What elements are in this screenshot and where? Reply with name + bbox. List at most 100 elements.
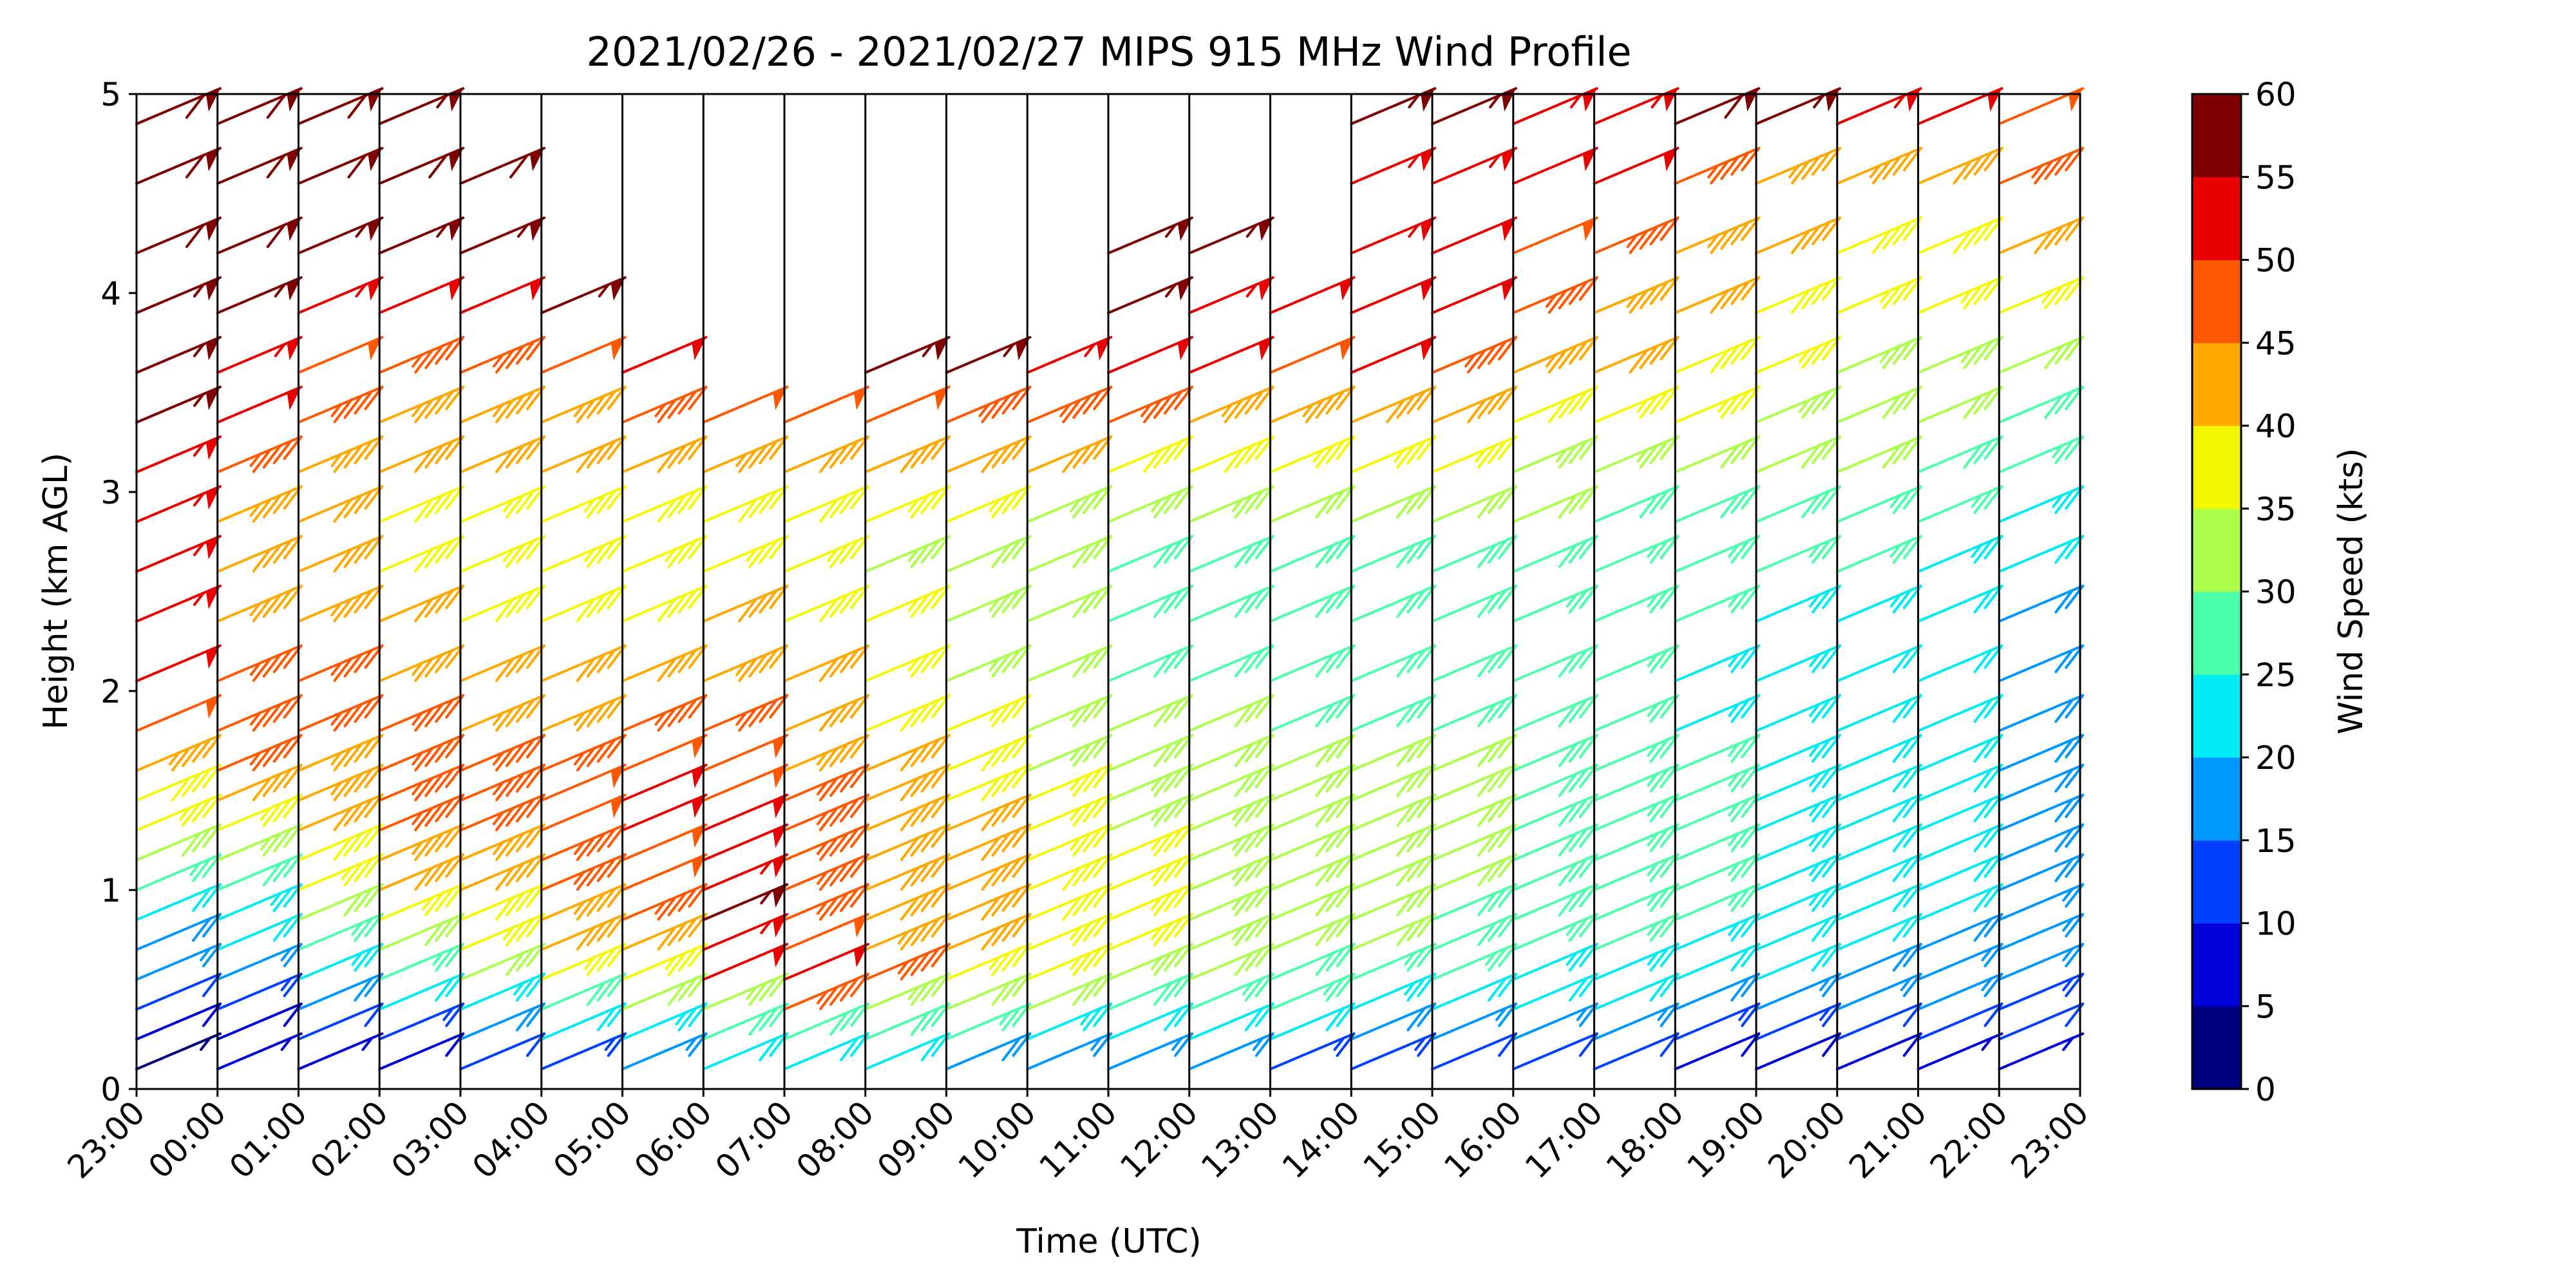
wind-barb (540, 1002, 627, 1041)
wind-barb (135, 147, 222, 185)
wind-barb (378, 694, 465, 732)
wind-barb (540, 276, 627, 314)
colorbar-tick-label: 25 (2255, 656, 2297, 694)
wind-profile-column (945, 336, 1032, 1071)
wind-barb (1998, 913, 2085, 951)
wind-barb (783, 385, 869, 424)
wind-barb (1188, 336, 1274, 374)
wind-profile-column (1755, 87, 1841, 1071)
wind-barb (1107, 276, 1193, 314)
wind-barb (1998, 1032, 2085, 1071)
colorbar: 0 5 10 15 20 25 30 35 40 45 50 55 60 (2191, 76, 2297, 1108)
wind-barb (702, 644, 789, 683)
wind-barb (216, 823, 303, 862)
wind-barb (459, 147, 545, 185)
wind-barb (1674, 644, 1761, 683)
wind-barb (1107, 853, 1193, 891)
x-tick-label: 09:00 (870, 1094, 962, 1186)
x-tick-label: 07:00 (708, 1094, 800, 1186)
wind-barb (297, 763, 384, 802)
wind-barb (1674, 694, 1761, 732)
wind-barb (297, 883, 384, 922)
wind-barb (1431, 276, 1517, 314)
wind-barb (1674, 435, 1761, 474)
wind-barb (945, 763, 1032, 802)
wind-barb (945, 1032, 1032, 1071)
wind-barb (135, 972, 222, 1011)
wind-barb (783, 535, 869, 573)
wind-barb (1350, 694, 1437, 732)
colorbar-label: Wind Speed (kts) (2332, 448, 2371, 735)
hour-gridlines (135, 94, 2081, 1089)
wind-barb (1026, 793, 1113, 832)
wind-barb (1026, 853, 1113, 891)
wind-barb (1511, 584, 1598, 623)
wind-barb (864, 644, 951, 683)
wind-barb (378, 734, 465, 772)
x-tick-label: 22:00 (1923, 1094, 2015, 1186)
wind-barb (378, 793, 465, 832)
wind-barb (1917, 1032, 2003, 1071)
wind-barb (1269, 644, 1356, 683)
wind-barb (702, 435, 789, 474)
wind-barb (783, 913, 869, 951)
wind-barb (540, 883, 627, 922)
wind-barb (1835, 485, 1922, 524)
wind-barb (1431, 913, 1517, 951)
wind-barb (297, 853, 384, 891)
wind-barb (1107, 485, 1193, 524)
x-tick-label: 01:00 (222, 1094, 314, 1186)
wind-barb (1511, 385, 1598, 424)
wind-barb (1917, 1002, 2003, 1041)
y-axis-ticks: 0 1 2 3 4 5 (100, 76, 137, 1108)
wind-barb (540, 734, 627, 772)
wind-barb (1998, 823, 2085, 862)
wind-barb (459, 972, 545, 1011)
wind-barb (135, 853, 222, 891)
wind-barb (1755, 276, 1841, 314)
wind-barb (1755, 644, 1841, 683)
x-tick-label: 04:00 (465, 1094, 557, 1186)
wind-barb (864, 435, 951, 474)
y-axis-label: Height (km AGL) (37, 453, 75, 730)
wind-barb (702, 853, 789, 891)
wind-barb (621, 644, 708, 683)
x-tick-label: 19:00 (1680, 1094, 1772, 1186)
wind-barb (864, 535, 951, 573)
wind-barb (1188, 216, 1274, 255)
wind-barb (1917, 336, 2003, 374)
wind-barb (1511, 793, 1598, 832)
chart-title: 2021/02/26 - 2021/02/27 MIPS 915 MHz Win… (586, 28, 1631, 75)
wind-barb (621, 943, 708, 981)
wind-barb (1107, 913, 1193, 951)
wind-barb (1593, 793, 1680, 832)
wind-barb (459, 336, 545, 374)
wind-barb (1917, 972, 2003, 1011)
wind-barb (1593, 336, 1680, 374)
wind-profile-column (540, 276, 627, 1071)
wind-barb (783, 694, 869, 732)
wind-barb (1350, 763, 1437, 802)
wind-barb (297, 943, 384, 981)
colorbar-tick-label: 15 (2255, 822, 2297, 860)
wind-profile-column (216, 87, 303, 1071)
wind-barb (378, 883, 465, 922)
wind-barb (540, 485, 627, 524)
wind-barb (945, 485, 1032, 524)
wind-barb (1026, 644, 1113, 683)
wind-barb (216, 535, 303, 573)
wind-barb (1511, 972, 1598, 1011)
wind-barb (540, 435, 627, 474)
wind-barb (1107, 793, 1193, 832)
wind-barb (297, 1002, 384, 1041)
wind-barb (702, 1002, 789, 1041)
wind-barb (1511, 644, 1598, 683)
wind-barb (459, 276, 545, 314)
wind-barb (216, 216, 303, 255)
wind-barb (1755, 823, 1841, 862)
wind-barb (864, 1002, 951, 1041)
wind-barb (1593, 584, 1680, 623)
wind-barb (1511, 216, 1598, 255)
wind-barb (783, 644, 869, 683)
wind-barb (459, 853, 545, 891)
